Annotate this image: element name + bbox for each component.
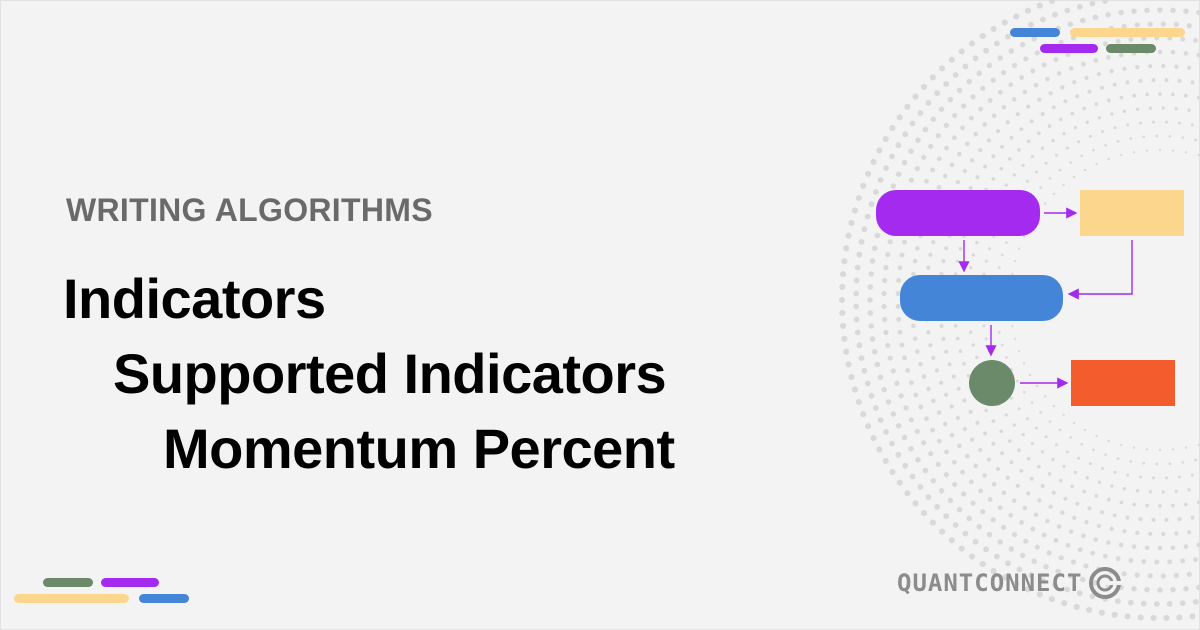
title-line-1: Indicators [63, 267, 326, 330]
diagram-orange-node [1071, 360, 1175, 406]
diagram-blue-node [900, 275, 1063, 321]
title-line-3: Momentum Percent [163, 417, 675, 480]
decor-pill-green-top [1106, 44, 1156, 53]
section-eyebrow: WRITING ALGORITHMS [66, 192, 433, 228]
decor-pill-blue-top [1010, 28, 1060, 37]
quantconnect-logo: QUANTCONNECT [897, 566, 1122, 600]
flow-diagram-illustration [876, 190, 1184, 406]
diagram-yellow-node [1080, 190, 1184, 236]
decor-pill-blue-bottom [139, 594, 189, 603]
diagram-green-node [969, 360, 1015, 406]
decor-pill-purple-bottom [101, 578, 159, 587]
logo-wordmark: QUANTCONNECT [897, 569, 1083, 597]
decor-pill-green-bottom [43, 578, 93, 587]
diagram-arrow-yellow-to-blue [1067, 240, 1133, 300]
diagram-purple-node [876, 190, 1040, 236]
decor-pill-yellow-top [1070, 28, 1185, 37]
decor-pill-yellow-bottom [14, 594, 129, 603]
decor-pill-purple-top [1040, 44, 1098, 53]
quantconnect-logo-icon [1089, 567, 1122, 599]
title-line-2: Supported Indicators [113, 342, 667, 405]
